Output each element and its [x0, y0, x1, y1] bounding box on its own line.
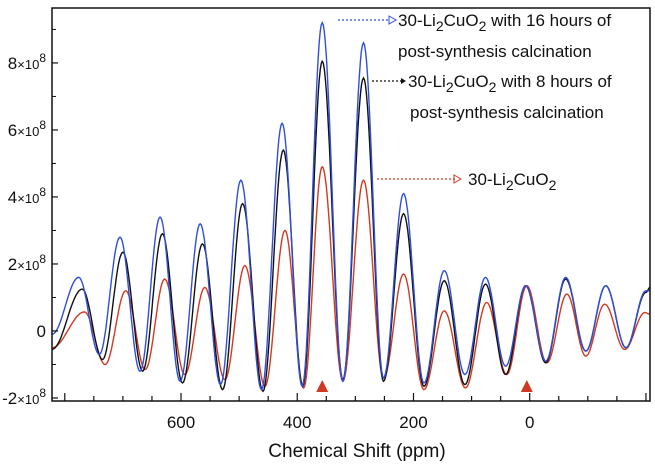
series-line-0 — [51, 165, 650, 391]
annotation-8h: 30-Li2CuO2 with 8 hours of post-synthesi… — [372, 72, 612, 122]
triangle-marker-icon — [520, 380, 533, 392]
x-tick-label: 0 — [525, 413, 534, 432]
y-tick-label: 8×108 — [8, 51, 47, 73]
y-tick-label: 4×108 — [8, 185, 47, 207]
triangle-marker-icon — [316, 380, 329, 392]
annotation-label-16h: 30-Li2CuO2 with 16 hours of — [398, 11, 611, 34]
annotation-16h: 30-Li2CuO2 with 16 hours of post-synthes… — [338, 11, 611, 61]
annotation-label-16h-line2: post-synthesis calcination — [398, 42, 592, 61]
peak-markers — [316, 380, 533, 392]
x-tick-label: 400 — [283, 413, 311, 432]
series-line-1 — [51, 59, 651, 393]
y-tick-label: -2×108 — [2, 386, 46, 408]
y-tick-label: 2×108 — [8, 252, 47, 274]
x-axis-label: Chemical Shift (ppm) — [268, 441, 445, 462]
annotation-label-as-made: 30-Li2CuO2 — [468, 170, 557, 193]
plot-frame — [51, 7, 651, 402]
series-line-2 — [51, 21, 650, 391]
y-axis: 8×108 6×108 4×108 2×108 0 -2×108 — [2, 28, 58, 408]
annotation-as-made: 30-Li2CuO2 — [377, 170, 557, 193]
y-tick-label: 6×108 — [8, 118, 47, 140]
arrowhead-icon — [388, 15, 398, 25]
annotation-label-8h-line2: post-synthesis calcination — [410, 103, 604, 122]
x-tick-label: 600 — [167, 413, 195, 432]
y-tick-label: 0 — [37, 322, 46, 341]
x-axis: 600 400 200 0 — [64, 393, 647, 432]
arrowhead-icon — [401, 78, 406, 84]
arrowhead-icon — [453, 174, 463, 184]
x-tick-label: 200 — [399, 413, 427, 432]
annotation-label-8h: 30-Li2CuO2 with 8 hours of — [408, 72, 612, 95]
series-lines — [51, 21, 651, 393]
